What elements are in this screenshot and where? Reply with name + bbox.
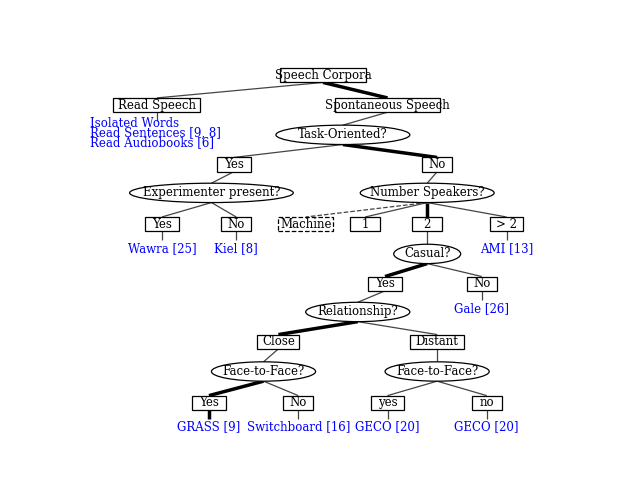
Text: Casual?: Casual?: [404, 247, 451, 260]
Text: 1: 1: [362, 218, 369, 231]
Ellipse shape: [276, 125, 410, 144]
FancyBboxPatch shape: [217, 158, 251, 172]
Ellipse shape: [385, 362, 489, 381]
FancyBboxPatch shape: [490, 217, 524, 231]
FancyBboxPatch shape: [350, 217, 380, 231]
Text: Distant: Distant: [416, 335, 458, 348]
Text: No: No: [289, 396, 307, 409]
Text: Yes: Yes: [224, 158, 244, 171]
FancyBboxPatch shape: [192, 396, 226, 410]
Text: Close: Close: [262, 335, 295, 348]
FancyBboxPatch shape: [412, 217, 442, 231]
Text: yes: yes: [378, 396, 397, 409]
FancyBboxPatch shape: [278, 217, 333, 231]
Text: Yes: Yes: [152, 218, 172, 231]
FancyBboxPatch shape: [284, 396, 313, 410]
Text: > 2: > 2: [496, 218, 517, 231]
FancyBboxPatch shape: [410, 334, 465, 349]
FancyBboxPatch shape: [335, 98, 440, 112]
Text: Number Speakers?: Number Speakers?: [370, 187, 484, 199]
Text: Face-to-Face?: Face-to-Face?: [396, 365, 478, 378]
Ellipse shape: [360, 183, 494, 203]
Text: Gale [26]: Gale [26]: [454, 302, 509, 315]
Ellipse shape: [211, 362, 316, 381]
Text: No: No: [228, 218, 245, 231]
FancyBboxPatch shape: [113, 98, 200, 112]
FancyBboxPatch shape: [472, 396, 502, 410]
Ellipse shape: [129, 183, 293, 203]
FancyBboxPatch shape: [280, 68, 367, 82]
Text: Spontaneous Speech: Spontaneous Speech: [325, 99, 450, 111]
Text: Experimenter present?: Experimenter present?: [143, 187, 280, 199]
Text: No: No: [428, 158, 446, 171]
Text: Task-Oriented?: Task-Oriented?: [298, 128, 388, 141]
Ellipse shape: [306, 302, 410, 322]
Text: Yes: Yes: [199, 396, 219, 409]
FancyBboxPatch shape: [145, 217, 179, 231]
Text: Read Sentences [9, 8]: Read Sentences [9, 8]: [90, 127, 221, 139]
Text: No: No: [473, 277, 490, 290]
Text: Machine: Machine: [280, 218, 332, 231]
FancyBboxPatch shape: [371, 396, 404, 410]
Text: Face-to-Face?: Face-to-Face?: [222, 365, 305, 378]
Text: Kiel [8]: Kiel [8]: [214, 242, 258, 255]
Text: Speech Corpora: Speech Corpora: [275, 69, 371, 82]
Text: Wawra [25]: Wawra [25]: [127, 242, 196, 255]
Text: Relationship?: Relationship?: [317, 305, 398, 319]
FancyBboxPatch shape: [221, 217, 251, 231]
Text: AMI [13]: AMI [13]: [480, 242, 533, 255]
Text: Read Audiobooks [6]: Read Audiobooks [6]: [90, 136, 214, 149]
Text: Isolated Words: Isolated Words: [90, 117, 179, 130]
FancyBboxPatch shape: [467, 276, 497, 291]
Text: GECO [20]: GECO [20]: [355, 421, 420, 434]
Text: no: no: [479, 396, 494, 409]
FancyBboxPatch shape: [257, 334, 300, 349]
Text: 2: 2: [424, 218, 431, 231]
Ellipse shape: [394, 244, 461, 264]
Text: GRASS [9]: GRASS [9]: [177, 421, 241, 434]
Text: GECO [20]: GECO [20]: [454, 421, 519, 434]
Text: Read Speech: Read Speech: [118, 99, 196, 111]
Text: Yes: Yes: [375, 277, 395, 290]
FancyBboxPatch shape: [422, 158, 452, 172]
FancyBboxPatch shape: [368, 276, 402, 291]
Text: Switchboard [16]: Switchboard [16]: [246, 421, 350, 434]
